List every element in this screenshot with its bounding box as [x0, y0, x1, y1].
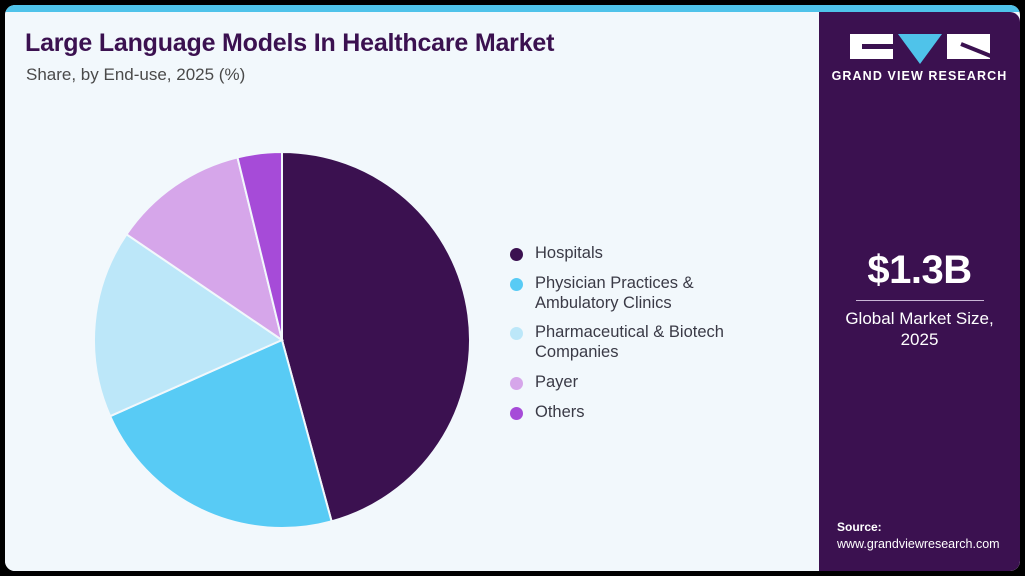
- stat-divider: [855, 300, 984, 301]
- legend-item-label: Others: [535, 402, 585, 421]
- logo-wordmark: GRAND VIEW RESEARCH: [831, 69, 1008, 83]
- legend-item-label: Payer: [535, 372, 579, 391]
- pie-slice: [108, 338, 333, 529]
- legend-swatch-icon: [510, 376, 523, 390]
- legend-swatch-icon: [510, 277, 523, 291]
- pie-slice: [236, 150, 283, 341]
- source-url: www.grandviewresearch.com: [837, 536, 1000, 551]
- legend-item-label: Physician Practices & Ambulatory Clinics: [535, 273, 694, 312]
- infographic-card: Large Language Models In Healthcare Mark…: [5, 5, 1020, 571]
- legend-item[interactable]: Payer: [510, 373, 790, 393]
- logo-g-icon: [849, 34, 893, 59]
- logo-r-icon: [946, 34, 990, 59]
- market-size-caption: Global Market Size, 2025: [845, 309, 994, 350]
- source-block: Source: www.grandviewresearch.com: [837, 519, 1017, 553]
- legend-item[interactable]: Pharmaceutical & Biotech Companies: [510, 323, 790, 363]
- legend-swatch-icon: [510, 248, 523, 261]
- pie-chart-svg: [93, 150, 471, 529]
- pie-slice: [93, 232, 285, 418]
- gvr-logo: GRAND VIEW RESEARCH: [819, 34, 1020, 83]
- page-title: Large Language Models In Healthcare Mark…: [25, 29, 555, 57]
- source-label: Source:: [837, 519, 882, 534]
- legend-item[interactable]: Hospitals: [510, 244, 790, 264]
- chart-panel: Large Language Models In Healthcare Mark…: [5, 12, 819, 571]
- pie-slice: [125, 156, 284, 343]
- market-size-block: $1.3B Global Market Size, 2025: [819, 250, 1020, 351]
- top-accent-bar: [5, 5, 1020, 12]
- page-subtitle: Share, by End-use, 2025 (%): [26, 65, 246, 84]
- brand-panel: GRAND VIEW RESEARCH $1.3B Global Market …: [819, 12, 1020, 571]
- legend-item-label: Pharmaceutical & Biotech Companies: [535, 323, 724, 362]
- legend-item[interactable]: Others: [510, 403, 790, 423]
- logo-marks: [819, 34, 1020, 64]
- legend-item[interactable]: Physician Practices & Ambulatory Clinics: [510, 274, 790, 314]
- chart-legend: Hospitals Physician Practices & Ambulator…: [510, 244, 790, 433]
- market-size-value: $1.3B: [867, 248, 972, 292]
- legend-item-label: Hospitals: [535, 244, 603, 262]
- legend-swatch-icon: [510, 327, 523, 341]
- logo-v-triangle-icon: [897, 34, 942, 64]
- pie-chart: [88, 146, 476, 534]
- pie-slice: [281, 150, 471, 523]
- legend-swatch-icon: [510, 406, 523, 420]
